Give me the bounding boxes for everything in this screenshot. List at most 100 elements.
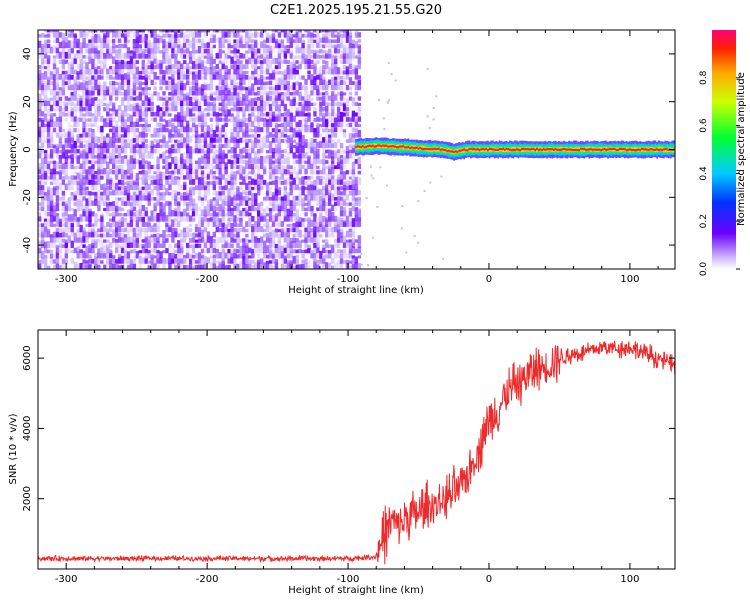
- spectrogram-cell: [351, 64, 356, 70]
- spectrogram-cell: [144, 253, 148, 259]
- spectrogram-cell: [97, 178, 101, 185]
- spectrogram-cell: [274, 153, 279, 159]
- spectrogram-cell: [342, 44, 347, 49]
- spectrogram-cell: [82, 55, 86, 59]
- spectrogram-cell: [109, 185, 113, 191]
- spectrogram-cell: [319, 84, 323, 91]
- spectrogram-cell: [292, 233, 296, 238]
- spectrogram-cell: [38, 93, 42, 101]
- spectrogram-cell: [61, 163, 66, 170]
- spectrogram-cell: [203, 140, 208, 149]
- spectrogram-cell: [162, 229, 166, 238]
- spectrogram-cell: [316, 216, 320, 222]
- spectrogram-cell: [188, 198, 193, 206]
- spectrogram-cell: [141, 148, 145, 154]
- spectrogram-cell: [40, 181, 45, 185]
- spectrogram-cell: [233, 142, 237, 149]
- spectrogram-cell: [197, 133, 202, 138]
- spectrogram-cell: [40, 62, 45, 70]
- spectrogram-cell: [203, 227, 208, 233]
- spectrogram-cell: [43, 194, 48, 201]
- spectrogram-cell: [91, 96, 95, 101]
- spectrogram-cell: [49, 234, 54, 243]
- spectrogram-cell: [292, 227, 296, 233]
- spectrogram-cell: [342, 56, 347, 64]
- spectrogram-cell: [242, 253, 246, 259]
- spectrogram-cell: [307, 38, 311, 43]
- spectrogram-cell: [76, 93, 80, 101]
- spectrogram-cell: [40, 196, 45, 201]
- spectrogram-cell: [64, 137, 69, 143]
- spectrogram-cell: [339, 70, 344, 75]
- spectrogram-cell: [330, 100, 335, 107]
- spectrogram-cell: [298, 127, 302, 133]
- spectrogram-cell: [73, 152, 77, 159]
- spectrogram-cell: [138, 116, 143, 122]
- spectrogram-cell: [58, 154, 63, 159]
- spectrogram-cell: [144, 92, 148, 101]
- spectrogram-cell: [224, 200, 228, 206]
- spectrogram-cell: [162, 40, 166, 49]
- spectrogram-cell: [274, 259, 279, 264]
- spectrogram-cell: [67, 161, 71, 170]
- spectrogram-cell: [325, 90, 329, 96]
- spectrogram-cell: [197, 30, 202, 33]
- signal-band-cell: [459, 149, 462, 152]
- spectrogram-cell: [185, 212, 190, 217]
- spectrogram-cell: [221, 89, 225, 96]
- signal-band-cell: [410, 146, 413, 149]
- spectrogram-cell: [236, 254, 240, 259]
- spectrogram-cell: [82, 129, 86, 138]
- spectrogram-cell: [351, 52, 356, 59]
- spectrogram-cell: [55, 161, 60, 170]
- spectrogram-cell: [277, 229, 282, 233]
- spectrogram-cell: [55, 171, 60, 175]
- spectrogram-cell: [43, 218, 48, 222]
- spectrogram-cell: [156, 42, 160, 49]
- signal-band-cell: [436, 147, 439, 151]
- spectrogram-cell: [333, 39, 338, 43]
- spectrogram-cell: [212, 184, 217, 191]
- spectrogram-cell: [109, 233, 113, 238]
- spectrogram-cell: [58, 96, 63, 101]
- spectrogram-cell: [144, 193, 148, 201]
- spectrogram-cell: [233, 85, 237, 91]
- spectrogram-cell: [292, 144, 296, 149]
- spectrogram-cell: [310, 175, 314, 180]
- spectrogram-cell: [183, 93, 187, 101]
- spectrogram-cell: [58, 141, 63, 149]
- spectrogram-cell: [265, 76, 270, 80]
- spectrogram-cell: [292, 200, 296, 206]
- spectrogram-cell: [103, 233, 107, 238]
- spectrogram-cell: [197, 220, 202, 227]
- spectrogram-cell: [221, 198, 225, 206]
- spectrogram-cell: [236, 231, 240, 238]
- spectrogram-cell: [286, 223, 290, 227]
- spectrogram-cell: [233, 174, 237, 180]
- spectrogram-cell: [322, 36, 326, 43]
- spectrogram-cell: [91, 242, 95, 248]
- spectrogram-cell: [76, 135, 80, 143]
- spectrogram-cell: [233, 252, 237, 259]
- spectrogram-cell: [316, 88, 320, 96]
- spectrogram-cell: [183, 60, 187, 64]
- spectrogram-cell: [227, 264, 231, 269]
- spectrogram-cell: [203, 256, 208, 264]
- spectrogram-cell: [177, 250, 181, 259]
- spectrogram-cell: [348, 56, 353, 64]
- spectrogram-cell: [230, 91, 234, 96]
- spectrogram-cell: [330, 204, 335, 212]
- signal-band-cell: [454, 150, 457, 153]
- spectrogram-cell: [49, 187, 54, 196]
- spectrogram-cell: [354, 189, 359, 196]
- spectrogram-cell: [117, 186, 122, 191]
- spectrogram-cell: [348, 63, 353, 70]
- spectrogram-cell: [336, 254, 341, 259]
- spectrogram-cell: [82, 149, 86, 154]
- spectrogram-cell: [330, 245, 335, 254]
- spectrogram-cell: [141, 131, 145, 138]
- spectrogram-cell: [106, 228, 110, 233]
- spectrogram-cell: [40, 119, 45, 128]
- spectrogram-cell: [342, 181, 347, 185]
- spectrogram-cell: [67, 33, 71, 38]
